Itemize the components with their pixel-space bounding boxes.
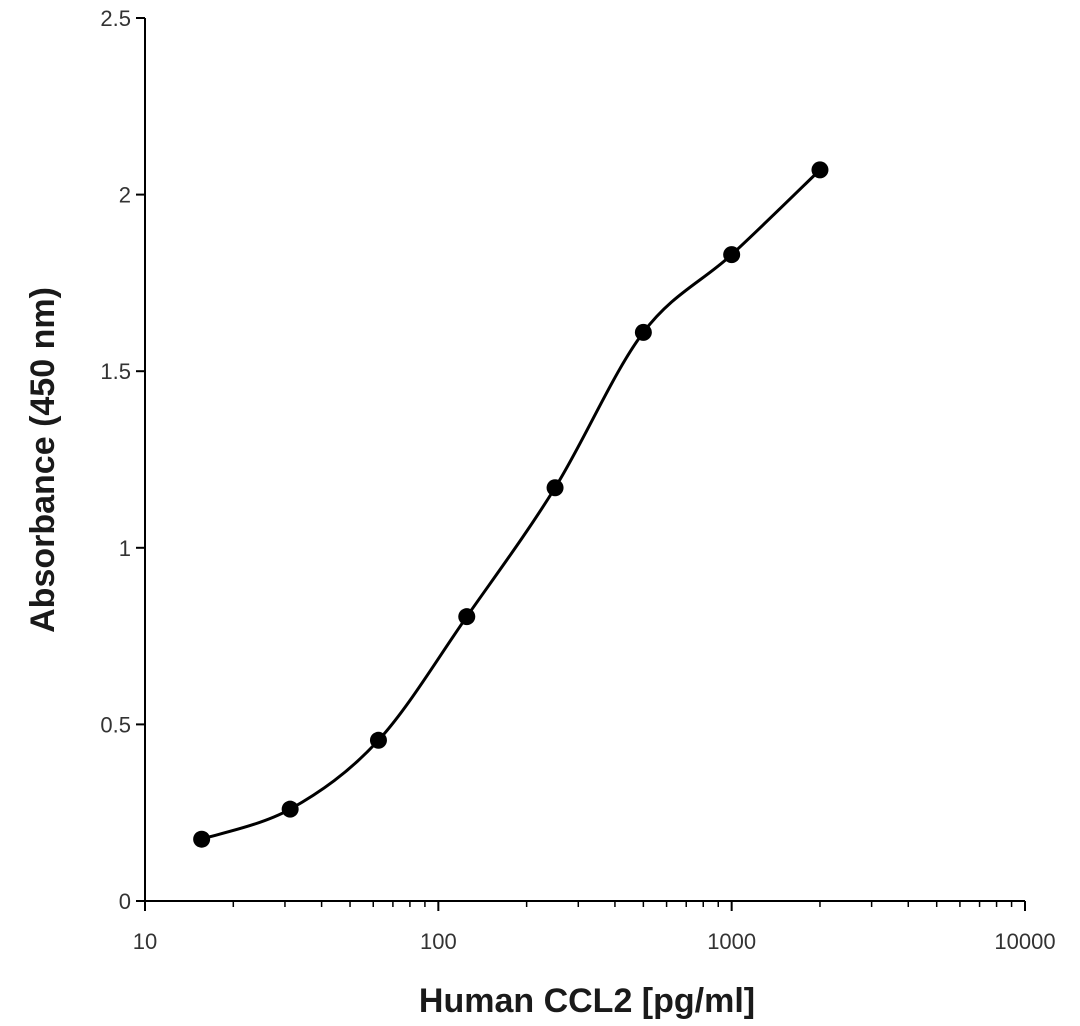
x-minor-ticks — [232, 901, 1013, 907]
x-ticks: 10 100 1000 10000 — [133, 901, 1056, 954]
data-points — [193, 161, 829, 848]
x-tick-label: 10 — [133, 929, 157, 954]
data-point — [811, 161, 829, 179]
data-point — [193, 830, 211, 848]
y-tick-label: 0.5 — [100, 712, 131, 737]
y-tick-label: 1 — [119, 536, 131, 561]
x-axis-title: Human CCL2 [pg/ml] — [419, 982, 755, 1020]
data-point — [546, 479, 564, 497]
data-point — [369, 731, 387, 749]
data-point — [281, 800, 299, 818]
y-tick-label: 2.5 — [100, 6, 131, 31]
data-point — [458, 608, 476, 626]
y-tick-label: 1.5 — [100, 359, 131, 384]
x-tick-label: 1000 — [707, 929, 756, 954]
x-tick-label: 10000 — [994, 929, 1055, 954]
data-point — [634, 323, 652, 341]
y-axis-title: Absorbance (450 nm) — [24, 287, 62, 633]
y-tick-label: 2 — [119, 183, 131, 208]
x-tick-label: 100 — [420, 929, 457, 954]
series-line — [201, 168, 822, 841]
axes — [144, 18, 1025, 902]
data-point — [723, 246, 741, 264]
y-ticks: 0 0.5 1 1.5 2 2.5 — [100, 6, 145, 914]
y-tick-label: 0 — [119, 889, 131, 914]
